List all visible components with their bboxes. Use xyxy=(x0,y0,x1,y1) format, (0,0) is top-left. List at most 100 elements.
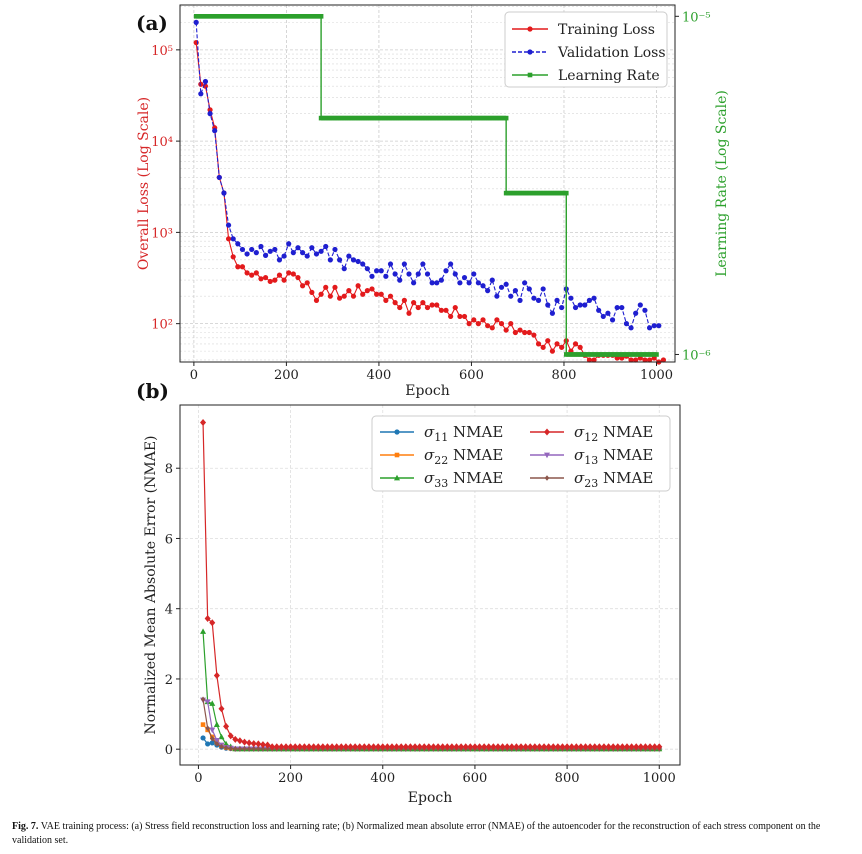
learning-rate-point xyxy=(270,14,275,19)
learning-rate-point xyxy=(214,14,220,19)
learning-rate-point xyxy=(478,115,484,121)
sigma-12-point xyxy=(200,419,207,427)
validation-loss-point xyxy=(193,19,199,25)
validation-loss-point xyxy=(216,174,222,181)
training-loss-point xyxy=(660,357,667,363)
learning-rate-point xyxy=(348,115,354,121)
learning-rate-point xyxy=(466,115,472,121)
learning-rate-point xyxy=(459,115,465,121)
learning-rate-point xyxy=(603,352,608,357)
sigma-12-point xyxy=(223,722,230,730)
learning-rate-point xyxy=(341,115,347,121)
learning-rate-point xyxy=(508,190,514,196)
sigma-12-point xyxy=(278,743,285,751)
validation-loss-point xyxy=(350,257,357,263)
learning-rate-point xyxy=(631,352,636,357)
sigma-12-point xyxy=(315,743,322,751)
training-loss-point xyxy=(475,321,481,327)
training-loss-point xyxy=(207,107,213,113)
sigma-12-point xyxy=(656,743,663,751)
sigma-12-point xyxy=(273,743,280,751)
learning-rate-point xyxy=(503,115,509,121)
training-loss-point xyxy=(249,272,255,278)
learning-rate-point xyxy=(200,14,206,19)
sigma-12-point xyxy=(439,743,446,751)
learning-rate-point xyxy=(397,115,403,121)
sigma-23-point xyxy=(265,746,270,752)
learning-rate-point xyxy=(272,14,278,19)
learning-rate-point xyxy=(480,115,486,121)
sigma-12-point xyxy=(301,743,308,751)
learning-rate-point xyxy=(413,115,419,121)
learning-rate-point xyxy=(566,352,571,357)
validation-loss-point xyxy=(591,295,597,301)
validation-loss-point xyxy=(244,251,250,257)
sigma-13-point xyxy=(213,738,220,744)
sigma-12-point xyxy=(421,743,428,751)
sigma-23-point xyxy=(214,741,220,747)
learning-rate-point xyxy=(302,14,308,19)
sigma-12-point xyxy=(651,743,658,751)
sigma-12-point xyxy=(614,743,621,751)
training-loss-point xyxy=(355,283,361,289)
learning-rate-point xyxy=(520,190,525,196)
learning-rate-point xyxy=(251,14,257,19)
training-loss-point xyxy=(295,274,301,281)
learning-rate-point xyxy=(217,14,222,19)
learning-rate-point xyxy=(448,115,453,121)
sigma-12-point xyxy=(564,743,571,751)
validation-loss-point xyxy=(466,280,472,286)
learning-rate-point xyxy=(452,115,458,121)
training-loss-point xyxy=(452,304,458,311)
learning-rate-point xyxy=(422,115,428,121)
validation-loss-point xyxy=(609,317,616,323)
learning-rate-point xyxy=(274,14,280,19)
sigma-12-point xyxy=(471,743,478,751)
sigma-13-point xyxy=(204,699,211,705)
sigma-23-point xyxy=(205,725,210,731)
legend-marker xyxy=(527,26,533,32)
learning-rate-point xyxy=(563,352,569,357)
training-loss-point xyxy=(392,300,398,306)
learning-rate-point xyxy=(411,115,416,121)
sigma-23-point xyxy=(223,744,229,751)
validation-loss-point xyxy=(323,243,329,250)
validation-loss-point xyxy=(198,91,204,97)
learning-rate-point xyxy=(536,190,541,196)
learning-rate-point xyxy=(455,115,460,121)
panel-a-chart: 0 200 400 600 800 1000 Epoch 10² 10³ 10⁴ 10⁵ Overal… xyxy=(136,4,730,399)
validation-loss-point xyxy=(605,310,611,316)
sigma-12-point xyxy=(264,741,271,749)
legend-entry: σ33 NMAE xyxy=(424,469,503,490)
sigma-12-point xyxy=(425,743,432,751)
training-loss-point xyxy=(424,304,431,311)
learning-rate-point xyxy=(318,115,324,121)
learning-rate-point xyxy=(260,14,266,19)
sigma-12-point xyxy=(490,743,497,751)
learning-rate-point xyxy=(196,14,201,19)
learning-rate-point xyxy=(589,352,595,357)
validation-loss-point xyxy=(212,128,218,134)
validation-loss-point xyxy=(249,246,255,253)
sigma-23-point xyxy=(246,746,252,752)
validation-loss-point xyxy=(554,297,560,303)
learning-rate-point xyxy=(577,352,583,357)
y-tick-label: 6 xyxy=(165,532,173,547)
sigma-23-point xyxy=(200,696,206,703)
sigma-23-point xyxy=(219,743,224,750)
sigma-12-point xyxy=(398,743,405,751)
sigma-11-point xyxy=(205,741,211,747)
learning-rate-point xyxy=(473,115,479,121)
learning-rate-point xyxy=(226,14,231,19)
learning-rate-point xyxy=(496,115,502,121)
panel-a-label: (a) xyxy=(136,11,168,35)
training-loss-point xyxy=(494,317,500,323)
learning-rate-point xyxy=(471,115,477,121)
validation-loss-point xyxy=(438,277,444,283)
validation-loss-point xyxy=(596,307,602,313)
learning-rate-point xyxy=(339,115,345,121)
learning-rate-point xyxy=(219,14,224,19)
learning-rate-point xyxy=(550,190,555,196)
learning-rate-point xyxy=(635,352,641,357)
legend-entry: σ13 NMAE xyxy=(574,446,653,467)
